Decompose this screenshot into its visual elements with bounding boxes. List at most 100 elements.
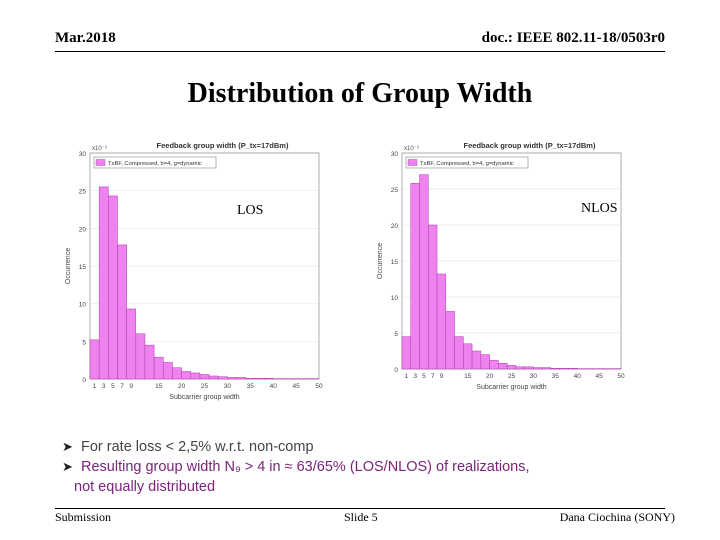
bullet-continuation: not equally distributed xyxy=(74,479,216,495)
histogram-bar xyxy=(263,377,274,380)
x-tick-label: 5 xyxy=(111,383,115,390)
histogram-bar xyxy=(550,368,560,370)
histogram-bar xyxy=(480,354,490,370)
legend-box xyxy=(93,156,217,169)
histogram-bar xyxy=(428,224,438,370)
x-tick-label: 7 xyxy=(120,383,124,390)
x-tick-label: 3 xyxy=(102,383,106,390)
histogram-bar xyxy=(108,195,118,380)
y-tick-label: 25 xyxy=(79,189,87,196)
bullet-text: Resulting group width N₉ > 4 in ≈ 63/65%… xyxy=(81,459,530,475)
histogram-bar xyxy=(498,362,508,370)
histogram-bar xyxy=(436,273,447,370)
x-tick-label: 1 xyxy=(405,373,409,380)
histogram-bar xyxy=(181,371,192,380)
x-tick-label: 5 xyxy=(422,373,426,380)
x-tick-label: 30 xyxy=(530,373,538,380)
histogram-bar xyxy=(135,333,146,380)
histogram-bar xyxy=(126,308,137,380)
y-tick-label: 15 xyxy=(79,264,87,271)
histogram-bar xyxy=(89,339,100,380)
histogram-bar xyxy=(489,360,499,370)
histogram-bar xyxy=(190,372,201,380)
x-tick-label: 1 xyxy=(93,383,97,390)
histogram-bar xyxy=(199,374,210,380)
histogram-bar xyxy=(144,344,155,380)
footer-submission: Submission xyxy=(55,510,112,524)
y-tick-label: 0 xyxy=(82,377,86,384)
x-tick-label: 40 xyxy=(574,373,582,380)
histogram-bar xyxy=(506,365,517,370)
chart-title: Feedback group width (P_tx=17dBm) xyxy=(157,141,289,150)
bullet-item: ➤ For rate loss < 2,5% w.r.t. non-comp xyxy=(62,437,642,457)
histogram-bar xyxy=(541,367,552,370)
legend-swatch xyxy=(95,159,106,166)
y-tick-label: 0 xyxy=(394,367,398,374)
histogram-bar xyxy=(172,367,182,380)
y-tick-label: 20 xyxy=(391,223,399,230)
x-tick-label: 15 xyxy=(464,373,472,380)
x-tick-label: 35 xyxy=(552,373,560,380)
label-nlos: NLOS xyxy=(581,201,618,216)
footer-rule xyxy=(55,508,665,509)
y-tick-label: 30 xyxy=(79,151,87,158)
histogram-bar xyxy=(524,366,534,370)
histogram-bar xyxy=(236,377,246,380)
histogram-bar xyxy=(217,376,228,380)
legend-label: TxBF, Compressed, b=4, g=dynamic xyxy=(108,161,202,167)
histogram-bar xyxy=(463,343,473,370)
x-tick-label: 7 xyxy=(431,373,435,380)
x-tick-label: 40 xyxy=(270,383,278,390)
histogram-bar xyxy=(419,174,429,370)
x-tick-label: 50 xyxy=(617,373,625,380)
chart-nlos: 0 5 10 15 20 25 30 1 3 5 7 9 15 20 25 30 35 40 45 50 x10⁻² Fe… xyxy=(372,135,627,395)
y-multiplier-label: x10⁻² xyxy=(92,146,107,152)
x-axis-label: Subcarrier group width xyxy=(476,384,547,391)
footer-author: Dana Ciochina (SONY) xyxy=(559,510,675,524)
x-tick-label: 9 xyxy=(440,373,444,380)
x-tick-label: 45 xyxy=(595,373,603,380)
y-axis-label: Occurrence xyxy=(65,248,72,284)
slide-title: Distribution of Group Width xyxy=(187,78,533,109)
histogram-bar xyxy=(245,377,256,380)
x-tick-label: 20 xyxy=(486,373,494,380)
legend-box xyxy=(405,156,529,169)
bullet-text: For rate loss < 2,5% w.r.t. non-comp xyxy=(81,439,314,455)
histogram-bar xyxy=(454,336,464,370)
x-tick-label: 20 xyxy=(178,383,186,390)
y-axis-label: Occurrence xyxy=(377,243,384,279)
histogram-bar xyxy=(559,368,569,370)
x-tick-label: 25 xyxy=(201,383,209,390)
y-tick-label: 20 xyxy=(79,226,87,233)
chart-title: Feedback group width (P_tx=17dBm) xyxy=(464,141,596,150)
x-tick-label: 45 xyxy=(292,383,300,390)
y-tick-label: 30 xyxy=(391,151,399,158)
x-tick-label: 9 xyxy=(129,383,133,390)
chart-los: 0 5 10 15 20 25 30 1 3 5 7 9 15 20 25 30 35 40 45 50 x10⁻² Fe… xyxy=(60,135,325,405)
histogram-bar xyxy=(208,375,219,380)
y-tick-label: 15 xyxy=(391,259,399,266)
label-los: LOS xyxy=(237,203,264,218)
arrow-bullet-icon: ➤ xyxy=(62,459,73,474)
y-tick-label: 5 xyxy=(82,339,86,346)
bullet-item: ➤ Resulting group width N₉ > 4 in ≈ 63/6… xyxy=(62,457,642,477)
x-tick-label: 35 xyxy=(247,383,255,390)
histogram-bar xyxy=(401,336,412,370)
y-multiplier-label: x10⁻² xyxy=(404,146,419,152)
y-tick-label: 25 xyxy=(391,187,399,194)
histogram-bar xyxy=(410,182,420,370)
histogram-bar xyxy=(153,356,164,380)
bullet-list: ➤ For rate loss < 2,5% w.r.t. non-comp ➤… xyxy=(62,437,642,497)
x-tick-label: 30 xyxy=(224,383,232,390)
footer-slide-number: Slide 5 xyxy=(344,510,378,524)
header-doc-id: doc.: IEEE 802.11-18/0503r0 xyxy=(481,30,665,46)
histogram-bar xyxy=(98,186,109,380)
arrow-bullet-icon: ➤ xyxy=(62,439,73,454)
y-tick-label: 10 xyxy=(391,295,399,302)
x-axis-label: Subcarrier group width xyxy=(169,394,240,401)
histogram-bar xyxy=(533,367,543,370)
x-tick-label: 25 xyxy=(508,373,516,380)
histogram-bar xyxy=(568,368,578,370)
